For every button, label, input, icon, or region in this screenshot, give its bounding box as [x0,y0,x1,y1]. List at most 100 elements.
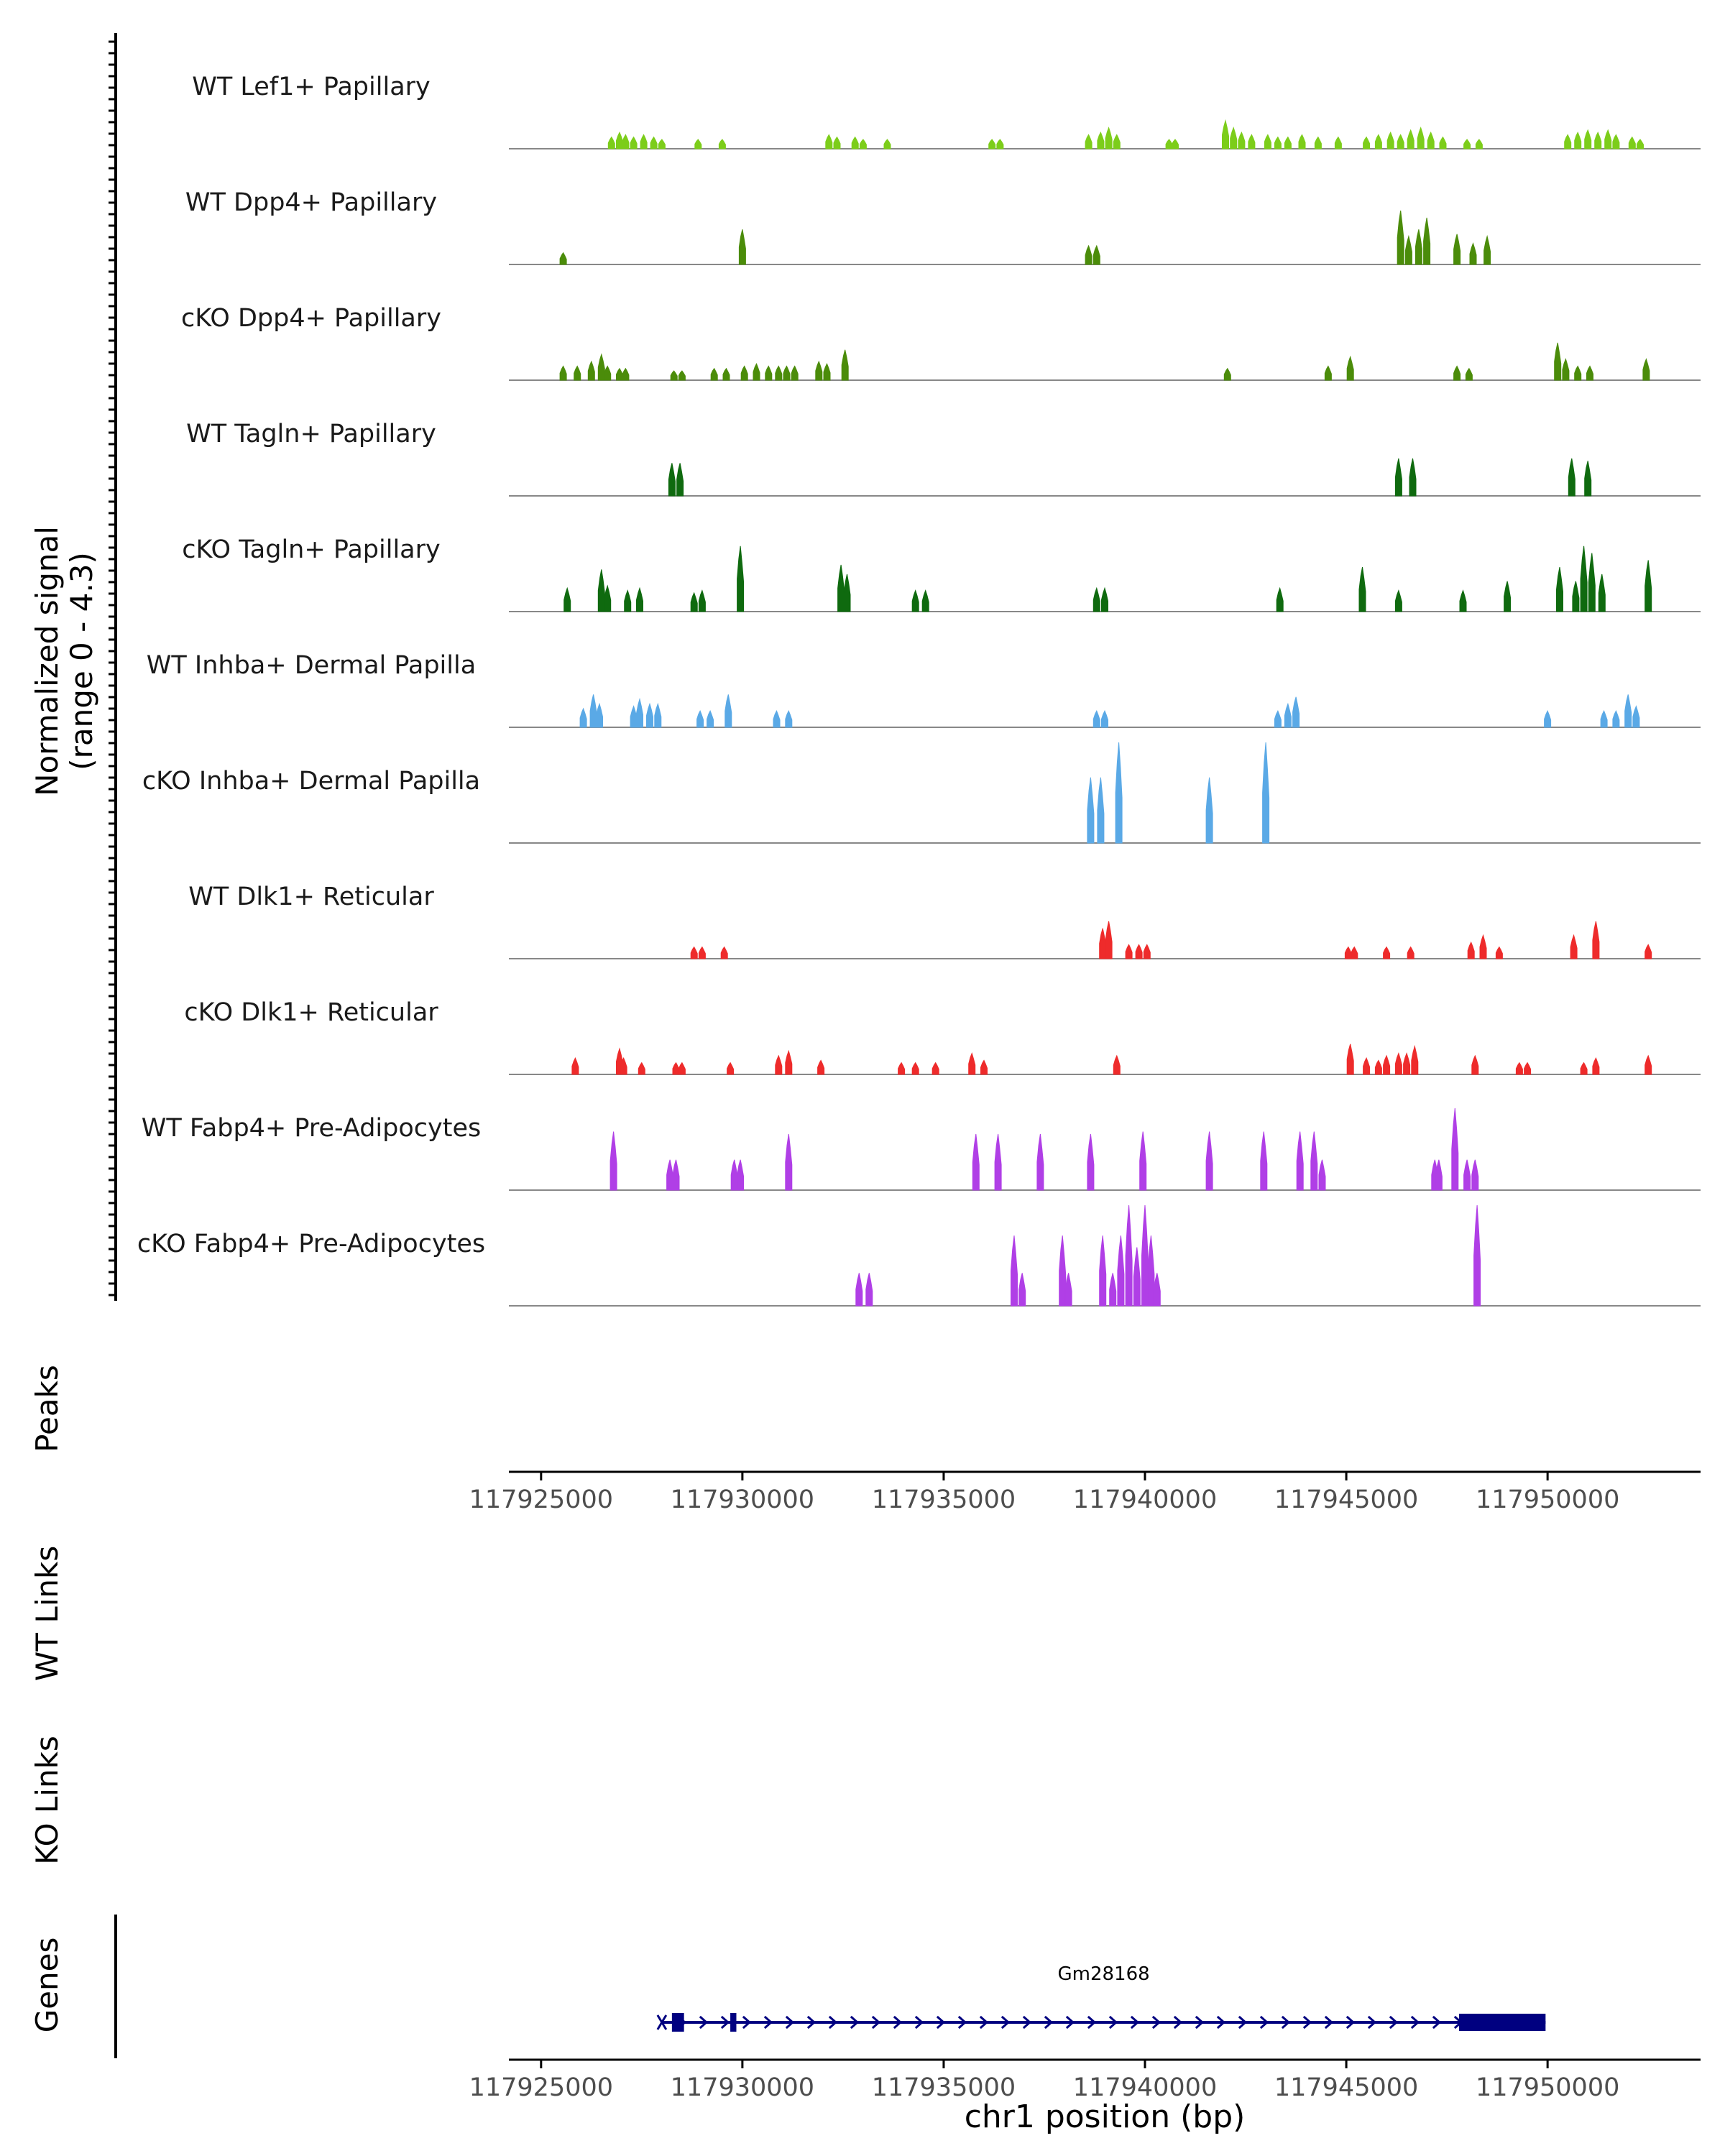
x-axis-tick-label: 117925000 [469,2073,613,2102]
coverage-peak [1544,709,1552,728]
ko-links-track-label: KO Links [29,1736,65,1865]
track-1: WT Lef1+ Papillary [192,73,1701,149]
x-axis-tick-label: 117925000 [469,1485,613,1514]
coverage-peak [1504,581,1512,612]
coverage-peak [640,134,648,149]
strand-arrow-icon [1259,2015,1269,2030]
coverage-peak [1453,365,1461,381]
coverage-peak [1172,139,1179,149]
coverage-peak [980,1059,988,1075]
coverage-peak [740,365,748,381]
coverage-peak [707,709,714,728]
gene-start-marker [656,2014,668,2030]
coverage-peak [785,1133,793,1191]
strand-arrow-icon [1087,2015,1097,2030]
coverage-peak [1403,1052,1411,1075]
track-label: WT Dlk1+ Reticular [188,883,434,911]
track-label: cKO Tagln+ Papillary [182,535,441,564]
coverage-peak [1407,129,1414,149]
coverage-peak [1324,365,1332,381]
gene-exon-block [1458,2014,1546,2031]
strand-arrow-icon [979,2015,989,2030]
coverage-peak [1584,461,1592,497]
coverage-peak [1117,1235,1125,1307]
coverage-peak [730,1159,738,1191]
coverage-peak [823,362,831,381]
track-3: cKO Dpp4+ Papillary [181,304,1701,381]
coverage-peak [1435,1159,1443,1191]
track-2: WT Dpp4+ Papillary [185,188,1701,265]
coverage-peak [1284,702,1292,728]
coverage-peak [630,136,638,149]
coverage-peak [630,705,638,728]
coverage-peak [1580,545,1588,612]
coverage-peak [1383,946,1391,959]
strand-arrow-icon [1367,2015,1377,2030]
coverage-peak [1612,709,1620,728]
track-label: WT Inhba+ Dermal Papilla [147,651,476,680]
x-axis-tick-label: 117945000 [1274,1485,1418,1514]
track-label: WT Lef1+ Papillary [192,73,431,101]
strand-arrow-icon [1195,2015,1205,2030]
coverage-peak [1409,458,1417,497]
coverage-peak [1564,134,1572,149]
coverage-peak [1223,367,1231,381]
coverage-peak [1427,131,1435,149]
coverage-peak [1594,131,1602,149]
coverage-peak [710,367,718,381]
gene-exon-block [730,2013,737,2032]
coverage-peak [1414,229,1422,265]
coverage-peak [855,1273,863,1307]
gene-name-label: Gm28168 [1058,1963,1150,1985]
coverage-peak [1141,1204,1149,1307]
coverage-peak [616,131,623,149]
coverage-peak [1085,244,1092,265]
coverage-peak [1358,567,1366,612]
track-8: WT Dlk1+ Reticular [188,883,1701,959]
coverage-peak [1612,134,1620,149]
coverage-peak [1092,586,1100,612]
coverage-peak [1453,234,1461,265]
coverage-peak [825,134,833,149]
coverage-peak [851,136,859,149]
coverage-peak [1310,1131,1318,1191]
coverage-peak [1471,1054,1479,1075]
strand-arrow-icon [1410,2015,1420,2030]
coverage-peak [753,362,760,381]
strand-arrow-icon [1389,2015,1399,2030]
coverage-peak [1632,705,1640,728]
coverage-peak [1139,1131,1147,1191]
x-axis-tick-label: 117950000 [1476,1485,1619,1514]
coverage-peak [1570,934,1578,959]
coverage-peak [921,589,929,612]
coverage-peak [720,946,728,959]
strand-arrow-icon [828,2015,838,2030]
coverage-peak [1105,921,1113,959]
coverage-peak [622,134,630,149]
coverage-peak [785,709,793,728]
signal-axis-label-line2: (range 0 - 4.3) [64,552,99,770]
coverage-peak [968,1052,976,1075]
track-label: WT Fabp4+ Pre-Adipocytes [142,1114,481,1143]
coverage-peak [1087,777,1095,844]
strand-arrow-icon [763,2015,773,2030]
coverage-peak [1484,234,1491,265]
coverage-peak [833,136,841,149]
coverage-peak [1099,928,1107,959]
coverage-peak [696,709,704,728]
track-label: WT Tagln+ Papillary [186,420,436,448]
coverage-peak [1296,1131,1304,1191]
coverage-peak [932,1061,939,1075]
coverage-peak [574,365,581,381]
strand-arrow-icon [785,2015,795,2030]
coverage-peak [559,252,567,265]
coverage-peak [1423,217,1431,265]
coverage-peak [1147,1235,1155,1307]
strand-arrow-icon [1216,2015,1226,2030]
coverage-tracks: WT Lef1+ Papillary WT Dpp4+ Papillary cKO … [137,73,1701,1307]
coverage-peak [738,229,746,265]
coverage-peak [624,589,632,612]
coverage-peak [1467,941,1475,959]
strand-arrow-icon [1022,2015,1032,2030]
coverage-peak [1011,1235,1018,1307]
